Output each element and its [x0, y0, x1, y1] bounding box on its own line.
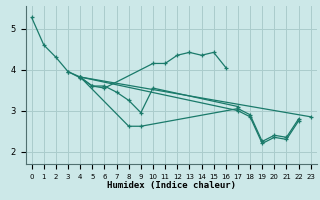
X-axis label: Humidex (Indice chaleur): Humidex (Indice chaleur) — [107, 181, 236, 190]
